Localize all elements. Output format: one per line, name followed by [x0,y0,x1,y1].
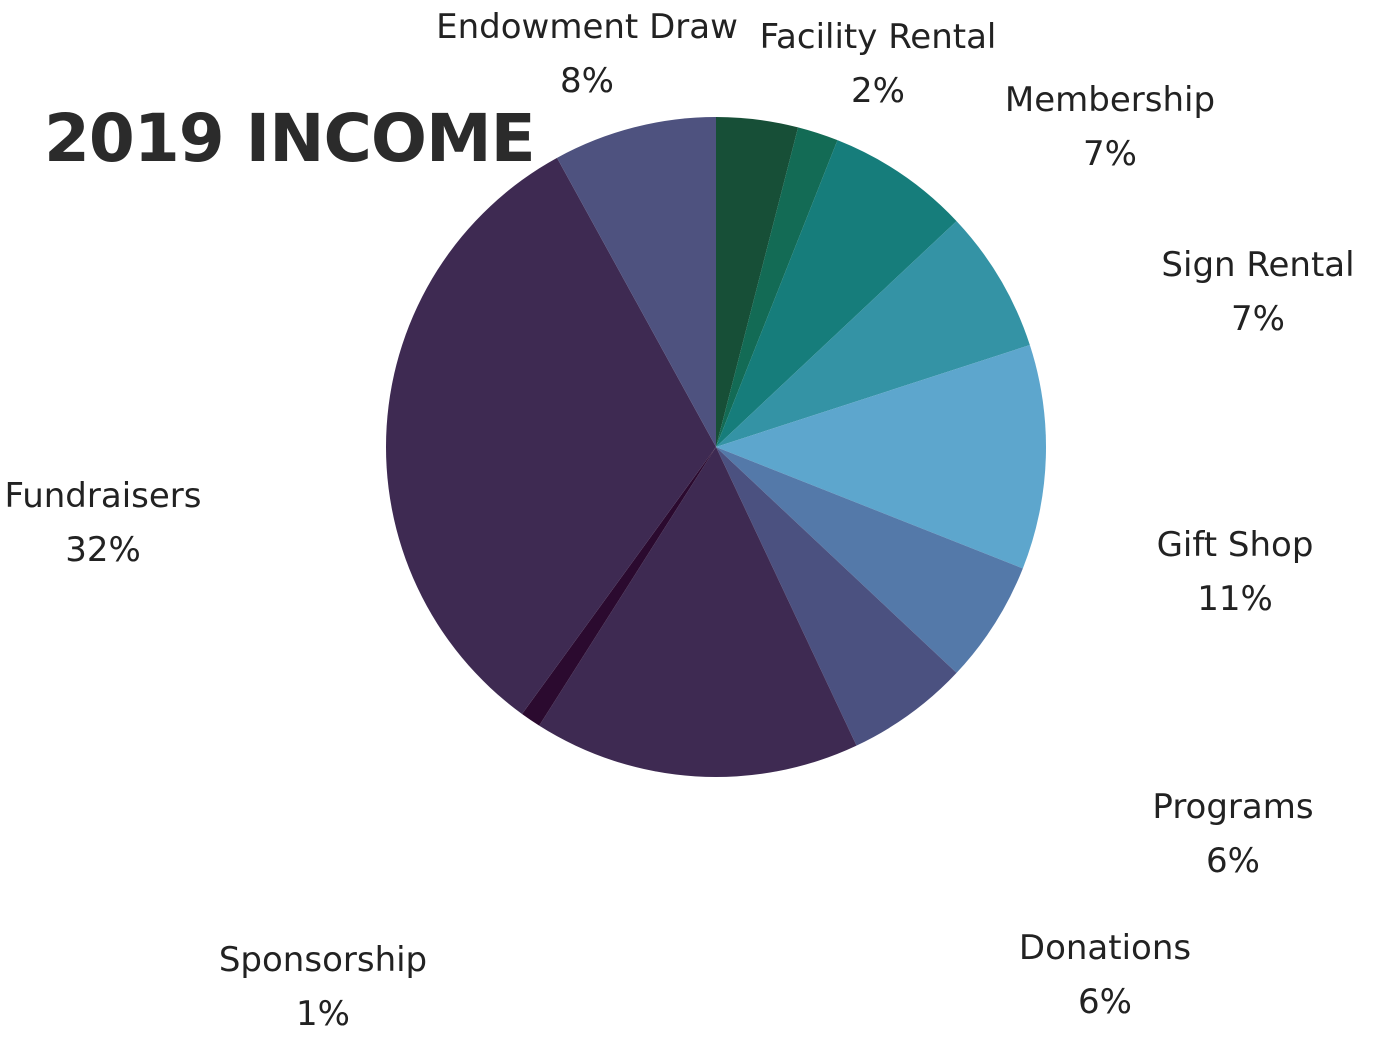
slice-label-name: Sponsorship [218,940,428,980]
slice-label-percent: 8% [560,61,614,101]
slice-label-gift-shop: Gift Shop 11% [1157,518,1314,626]
pie-slice-fundraisers [385,157,716,714]
pie-slice-unlabeled-7 [539,447,857,777]
chart-title: 2019 INCOME [44,100,536,177]
slice-label-percent: 11% [1197,579,1273,619]
pie-slice-membership [716,140,957,448]
slice-label-percent: 6% [1078,982,1132,1022]
slice-label-name: Gift Shop [1156,525,1314,565]
pie-slice-unlabeled-0 [716,117,799,447]
slice-label-name: Membership [1004,80,1216,120]
pie-slice-programs [716,447,1023,673]
slice-label-name: Facility Rental [759,17,997,57]
pie-slices [385,117,1047,777]
slice-label-name: Sign Rental [1161,245,1355,285]
slice-label-name: Programs [1152,787,1314,827]
slice-label-percent: 6% [1206,841,1260,881]
pie-slice-facility-rental [716,127,838,448]
pie-slice-endowment-draw [557,117,716,447]
slice-label-programs: Programs 6% [1152,780,1313,888]
slice-label-membership: Membership 7% [1005,73,1215,181]
slice-label-sign-rental: Sign Rental 7% [1161,238,1354,346]
slice-label-percent: 7% [1083,134,1137,174]
slice-label-endowment-draw: Endowment Draw 8% [436,0,738,108]
pie-slice-sign-rental [716,221,1030,447]
pie-slice-gift-shop [716,345,1047,569]
slice-label-sponsorship: Sponsorship 1% [219,933,427,1041]
slice-label-percent: 32% [65,530,141,570]
slice-label-fundraisers: Fundraisers 32% [5,469,202,577]
slice-label-name: Endowment Draw [436,7,738,47]
slice-label-percent: 1% [296,994,350,1034]
slice-label-name: Fundraisers [4,476,202,516]
slice-label-name: Donations [1018,928,1192,968]
slice-label-donations: Donations 6% [1019,921,1191,1029]
slice-label-percent: 7% [1231,299,1285,339]
pie-slice-donations [716,447,957,746]
slice-label-facility-rental: Facility Rental 2% [760,10,997,118]
slice-label-percent: 2% [851,71,905,111]
pie-slice-sponsorship [522,447,716,726]
